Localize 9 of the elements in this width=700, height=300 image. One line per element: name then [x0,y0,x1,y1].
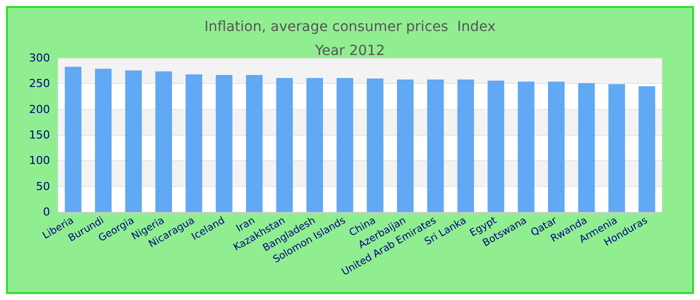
y-tick-label: 150 [29,128,50,142]
y-tick-label: 250 [29,77,50,90]
chart-subtitle: Year 2012 [314,43,385,59]
y-tick-label: 50 [36,180,50,193]
y-tick-label: 0 [43,206,50,218]
y-tick-label: 200 [29,102,50,116]
y-tick-label: 300 [29,52,50,64]
chart-title: Inflation, average consumer prices Index [204,19,496,35]
y-tick-label: 100 [29,154,50,168]
